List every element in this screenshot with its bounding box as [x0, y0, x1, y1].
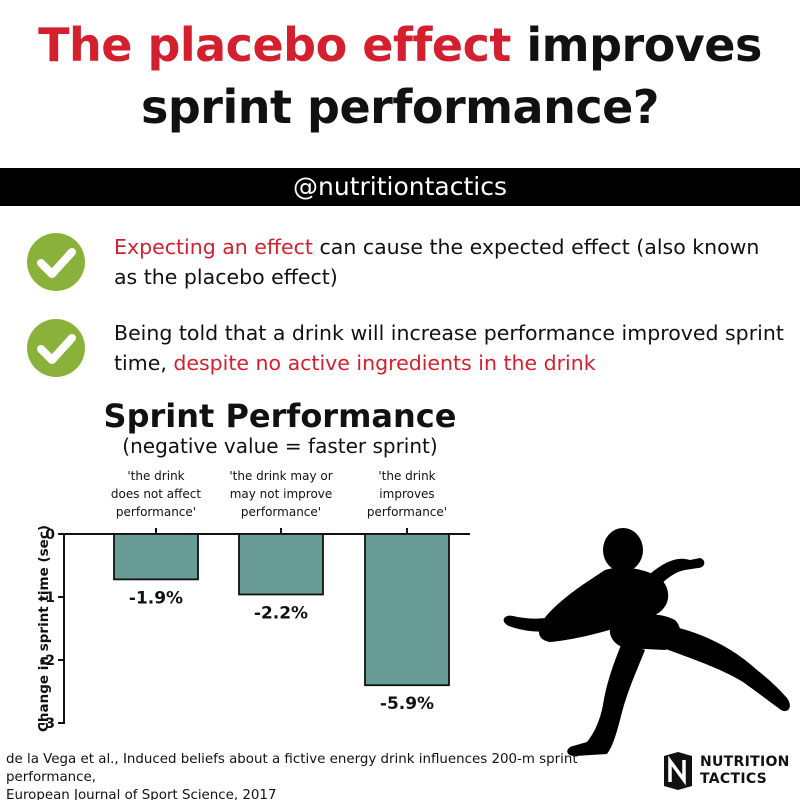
data-label: -5.9%: [380, 694, 434, 714]
bar: [113, 533, 199, 581]
key-point-2-highlight: despite no active ingredients in the dri…: [173, 351, 596, 375]
brand-logo: NUTRITION TACTICS: [662, 750, 796, 792]
x-tick-label: 'the drink: [127, 469, 184, 483]
key-point-1-body: can cause the expected effect (also know…: [114, 235, 760, 289]
key-point-1-text: Expecting an effect can cause the expect…: [114, 232, 786, 292]
chart-title: Sprint Performance: [103, 397, 457, 435]
data-label: -2.2%: [254, 603, 308, 623]
handle-bar: @nutritiontactics: [0, 168, 800, 206]
page-title: The placebo effect improves sprint perfo…: [0, 14, 800, 138]
y-tick-label: -1: [39, 590, 55, 606]
key-point-2: Being told that a drink will increase pe…: [26, 318, 786, 378]
key-point-1: Expecting an effect can cause the expect…: [26, 232, 786, 292]
check-icon: [27, 319, 85, 377]
y-tick-label: -2: [39, 653, 55, 669]
x-tick-label: improves: [379, 487, 434, 501]
key-point-2-body: Being told that a drink will increase pe…: [114, 321, 784, 375]
citation: de la Vega et al., Induced beliefs about…: [6, 751, 646, 800]
bar-chart: Change in sprint time (sec)0 -1 -2 -3 'the d…: [36, 469, 470, 732]
x-tick-label: performance': [116, 505, 196, 519]
chart-subtitle: (negative value = faster sprint): [122, 434, 438, 458]
check-icon: [27, 233, 85, 291]
bar: [238, 533, 324, 596]
x-tick-label: does not affect: [111, 487, 201, 501]
brand-line-2: TACTICS: [700, 771, 768, 787]
title-highlight: The placebo effect: [38, 18, 511, 72]
x-tick-label: 'the drink may or: [229, 469, 332, 483]
x-tick-label: 'the drink: [378, 469, 435, 483]
x-tick-label: performance': [241, 505, 321, 519]
data-label: -1.9%: [129, 588, 183, 608]
x-tick-label: performance': [367, 505, 447, 519]
bar: [364, 533, 450, 687]
citation-line-1: de la Vega et al., Induced beliefs about…: [6, 752, 578, 785]
title-line-1: The placebo effect improves: [0, 14, 800, 76]
y-tick-label: 0: [45, 527, 55, 543]
y-axis-label: Change in sprint time (sec): [36, 525, 52, 732]
nutrition-tactics-logo-icon: [664, 752, 692, 790]
sprinter-silhouette-icon: [503, 528, 790, 756]
title-line-2: sprint performance?: [141, 80, 660, 134]
citation-line-2: European Journal of Sport Science, 2017: [6, 788, 277, 800]
key-point-2-text: Being told that a drink will increase pe…: [114, 318, 786, 378]
social-handle: @nutritiontactics: [293, 172, 507, 201]
key-point-1-highlight: Expecting an effect: [114, 235, 313, 259]
y-tick-label: -3: [39, 716, 55, 732]
brand-line-1: NUTRITION: [700, 754, 790, 770]
x-tick-label: may not improve: [230, 487, 333, 501]
title-rest: improves: [510, 18, 762, 72]
